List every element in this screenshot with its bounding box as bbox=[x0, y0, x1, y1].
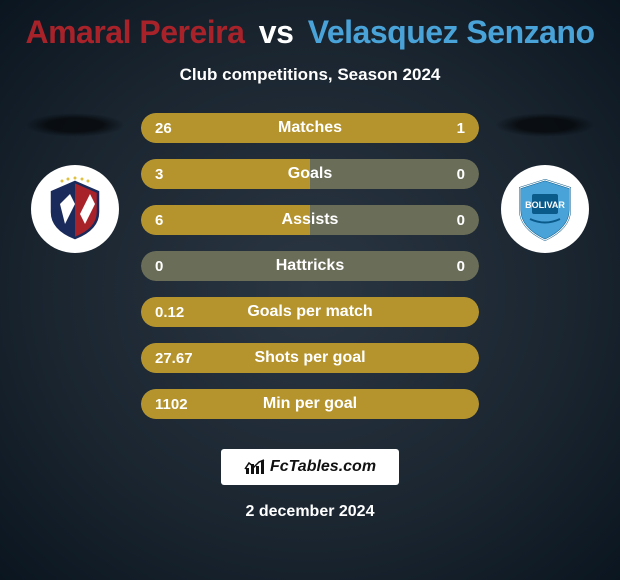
svg-text:BOLIVAR: BOLIVAR bbox=[525, 200, 565, 210]
brand-badge: FcTables.com bbox=[221, 449, 399, 485]
wilstermann-icon bbox=[40, 174, 110, 244]
player2-name: Velasquez Senzano bbox=[308, 14, 595, 50]
stat-label: Hattricks bbox=[141, 251, 479, 281]
brand-text: FcTables.com bbox=[270, 458, 376, 476]
brand-chart-icon bbox=[244, 458, 266, 476]
stat-label: Assists bbox=[141, 205, 479, 235]
stat-label: Goals per match bbox=[141, 297, 479, 327]
stat-label: Min per goal bbox=[141, 389, 479, 419]
stat-row: 261Matches bbox=[141, 113, 479, 143]
bolivar-crest: BOLIVAR bbox=[501, 165, 589, 253]
stat-row: 30Goals bbox=[141, 159, 479, 189]
stat-row: 1102Min per goal bbox=[141, 389, 479, 419]
comparison-title: Amaral Pereira vs Velasquez Senzano bbox=[0, 0, 620, 57]
stat-label: Goals bbox=[141, 159, 479, 189]
stat-row: 00Hattricks bbox=[141, 251, 479, 281]
wilstermann-crest bbox=[31, 165, 119, 253]
player1-name: Amaral Pereira bbox=[25, 14, 244, 50]
left-side bbox=[15, 113, 135, 253]
stat-label: Shots per goal bbox=[141, 343, 479, 373]
subtitle: Club competitions, Season 2024 bbox=[0, 65, 620, 85]
stat-bars: 261Matches 30Goals 60Assists 00Hattricks 0.1… bbox=[135, 113, 485, 419]
stat-row: 0.12Goals per match bbox=[141, 297, 479, 327]
bolivar-icon: BOLIVAR bbox=[510, 174, 580, 244]
shadow-ellipse-right bbox=[495, 113, 595, 137]
stat-label: Matches bbox=[141, 113, 479, 143]
vs-label: vs bbox=[259, 14, 294, 50]
right-side: BOLIVAR bbox=[485, 113, 605, 253]
stat-row: 27.67Shots per goal bbox=[141, 343, 479, 373]
footer-date: 2 december 2024 bbox=[0, 503, 620, 521]
stat-row: 60Assists bbox=[141, 205, 479, 235]
comparison-body: 261Matches 30Goals 60Assists 00Hattricks 0.1… bbox=[0, 113, 620, 419]
shadow-ellipse-left bbox=[25, 113, 125, 137]
